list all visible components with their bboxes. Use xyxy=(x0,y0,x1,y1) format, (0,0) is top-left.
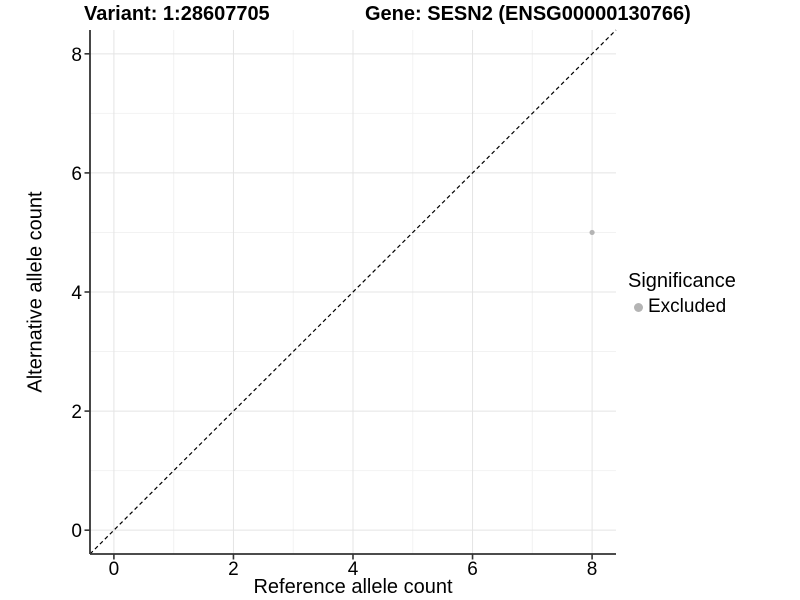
y-tick-label: 0 xyxy=(71,521,82,542)
legend-point-swatch xyxy=(634,302,643,312)
y-tick-label: 2 xyxy=(71,402,82,423)
legend-item-label: Excluded xyxy=(648,296,727,317)
x-tick-label: 2 xyxy=(228,559,239,580)
data-point xyxy=(589,229,595,236)
legend-title: Significance xyxy=(628,270,736,292)
variant-title: Variant: 1:28607705 xyxy=(84,3,270,25)
identity-line xyxy=(89,29,617,555)
x-axis-label: Reference allele count xyxy=(253,576,453,598)
y-tick-label: 6 xyxy=(71,164,82,185)
x-tick-label: 6 xyxy=(467,559,478,580)
gene-title: Gene: SESN2 (ENSG00000130766) xyxy=(365,3,691,25)
legend: Significance Excluded xyxy=(628,270,736,318)
x-tick-label: 0 xyxy=(109,559,120,580)
y-tick-label: 8 xyxy=(71,45,82,66)
legend-item-excluded: Excluded xyxy=(628,296,736,318)
x-tick-label: 4 xyxy=(348,559,359,580)
y-tick-label: 4 xyxy=(71,283,82,304)
x-tick-label: 8 xyxy=(587,559,598,580)
y-axis-label: Alternative allele count xyxy=(24,191,47,393)
